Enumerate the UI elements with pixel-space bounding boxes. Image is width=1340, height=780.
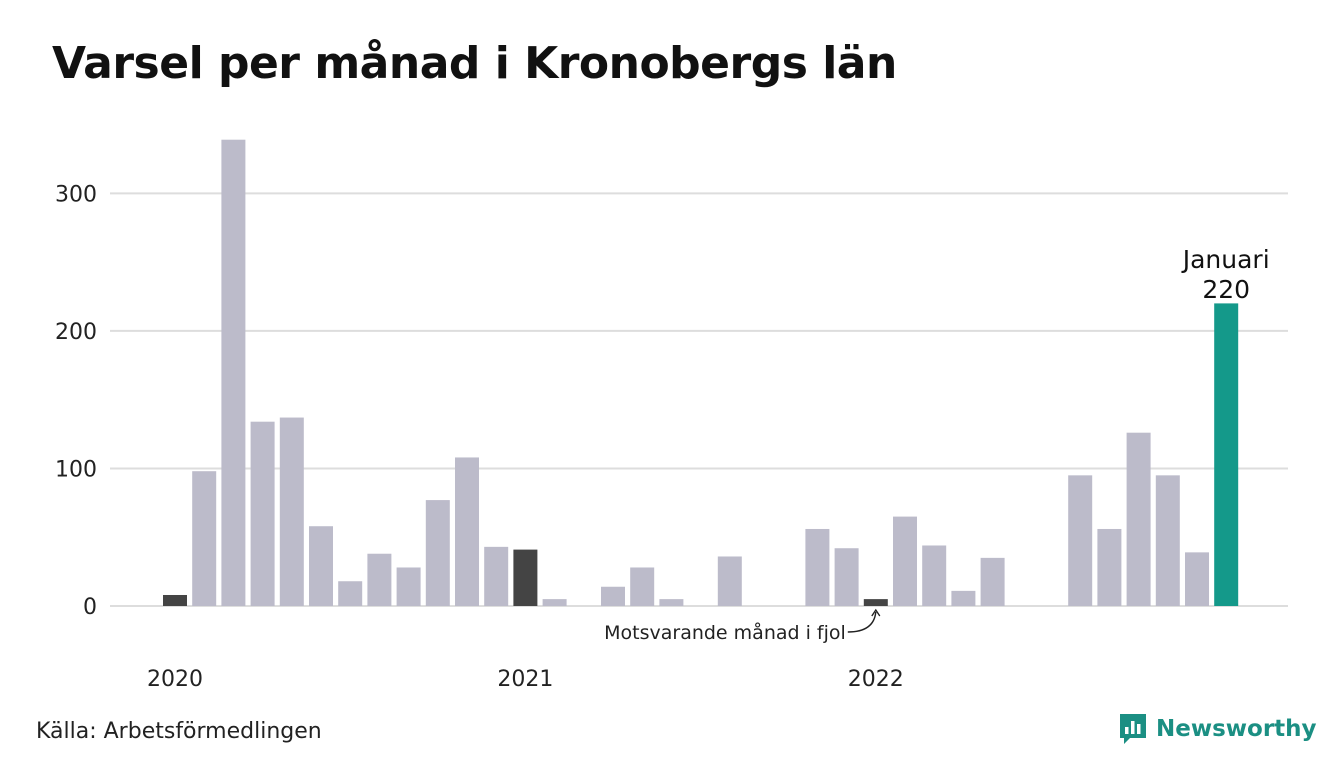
bar [834, 548, 859, 606]
y-axis-tick-labels: 0 100 200 300 [55, 182, 97, 620]
x-year-label: 2020 [147, 667, 203, 692]
y-tick-label: 0 [83, 595, 97, 620]
bar [922, 545, 947, 606]
bar [717, 556, 742, 606]
bar [250, 421, 275, 606]
source-label: Källa: Arbetsförmedlingen [36, 719, 322, 744]
bar [1097, 528, 1122, 606]
bar [1126, 432, 1151, 606]
annotation-previous-year-note: Motsvarande månad i fjol [604, 621, 846, 644]
bar [221, 139, 246, 606]
bar [484, 546, 509, 606]
bar [1185, 552, 1209, 606]
bar [455, 457, 479, 606]
bars [163, 139, 1239, 606]
bar [1068, 475, 1093, 606]
bar [163, 594, 187, 606]
bar [1155, 475, 1180, 606]
y-tick-label: 300 [55, 182, 97, 207]
bar [367, 553, 392, 606]
bar [659, 599, 684, 606]
bar [980, 557, 1005, 606]
annotation-arrow-head [871, 608, 881, 617]
brand-logo[interactable]: Newsworthy [1118, 712, 1317, 746]
bar [893, 516, 917, 606]
bar [279, 417, 304, 606]
x-axis-year-labels: 2020 2021 2022 [147, 667, 904, 692]
x-year-label: 2021 [497, 667, 553, 692]
chart-title: Varsel per månad i Kronobergs län [52, 38, 897, 89]
bar [396, 567, 421, 606]
bar-current-month [1214, 303, 1239, 606]
annotation-arrow [847, 611, 877, 633]
bar [338, 581, 363, 606]
y-tick-label: 100 [55, 457, 97, 482]
annotation-month-label: Januari [1181, 245, 1270, 274]
newsworthy-logo-icon [1120, 714, 1146, 744]
bar [863, 599, 888, 606]
bar [192, 471, 217, 606]
brand-name: Newsworthy [1156, 716, 1317, 742]
bar [542, 599, 567, 606]
bar [805, 528, 830, 606]
bar [951, 590, 976, 606]
x-year-label: 2022 [848, 667, 904, 692]
bar [425, 500, 450, 606]
y-tick-label: 200 [55, 320, 97, 345]
bar [630, 567, 655, 606]
bar [513, 549, 538, 606]
annotation-value-label: 220 [1202, 275, 1250, 304]
bar [309, 526, 333, 606]
bar [601, 586, 625, 606]
